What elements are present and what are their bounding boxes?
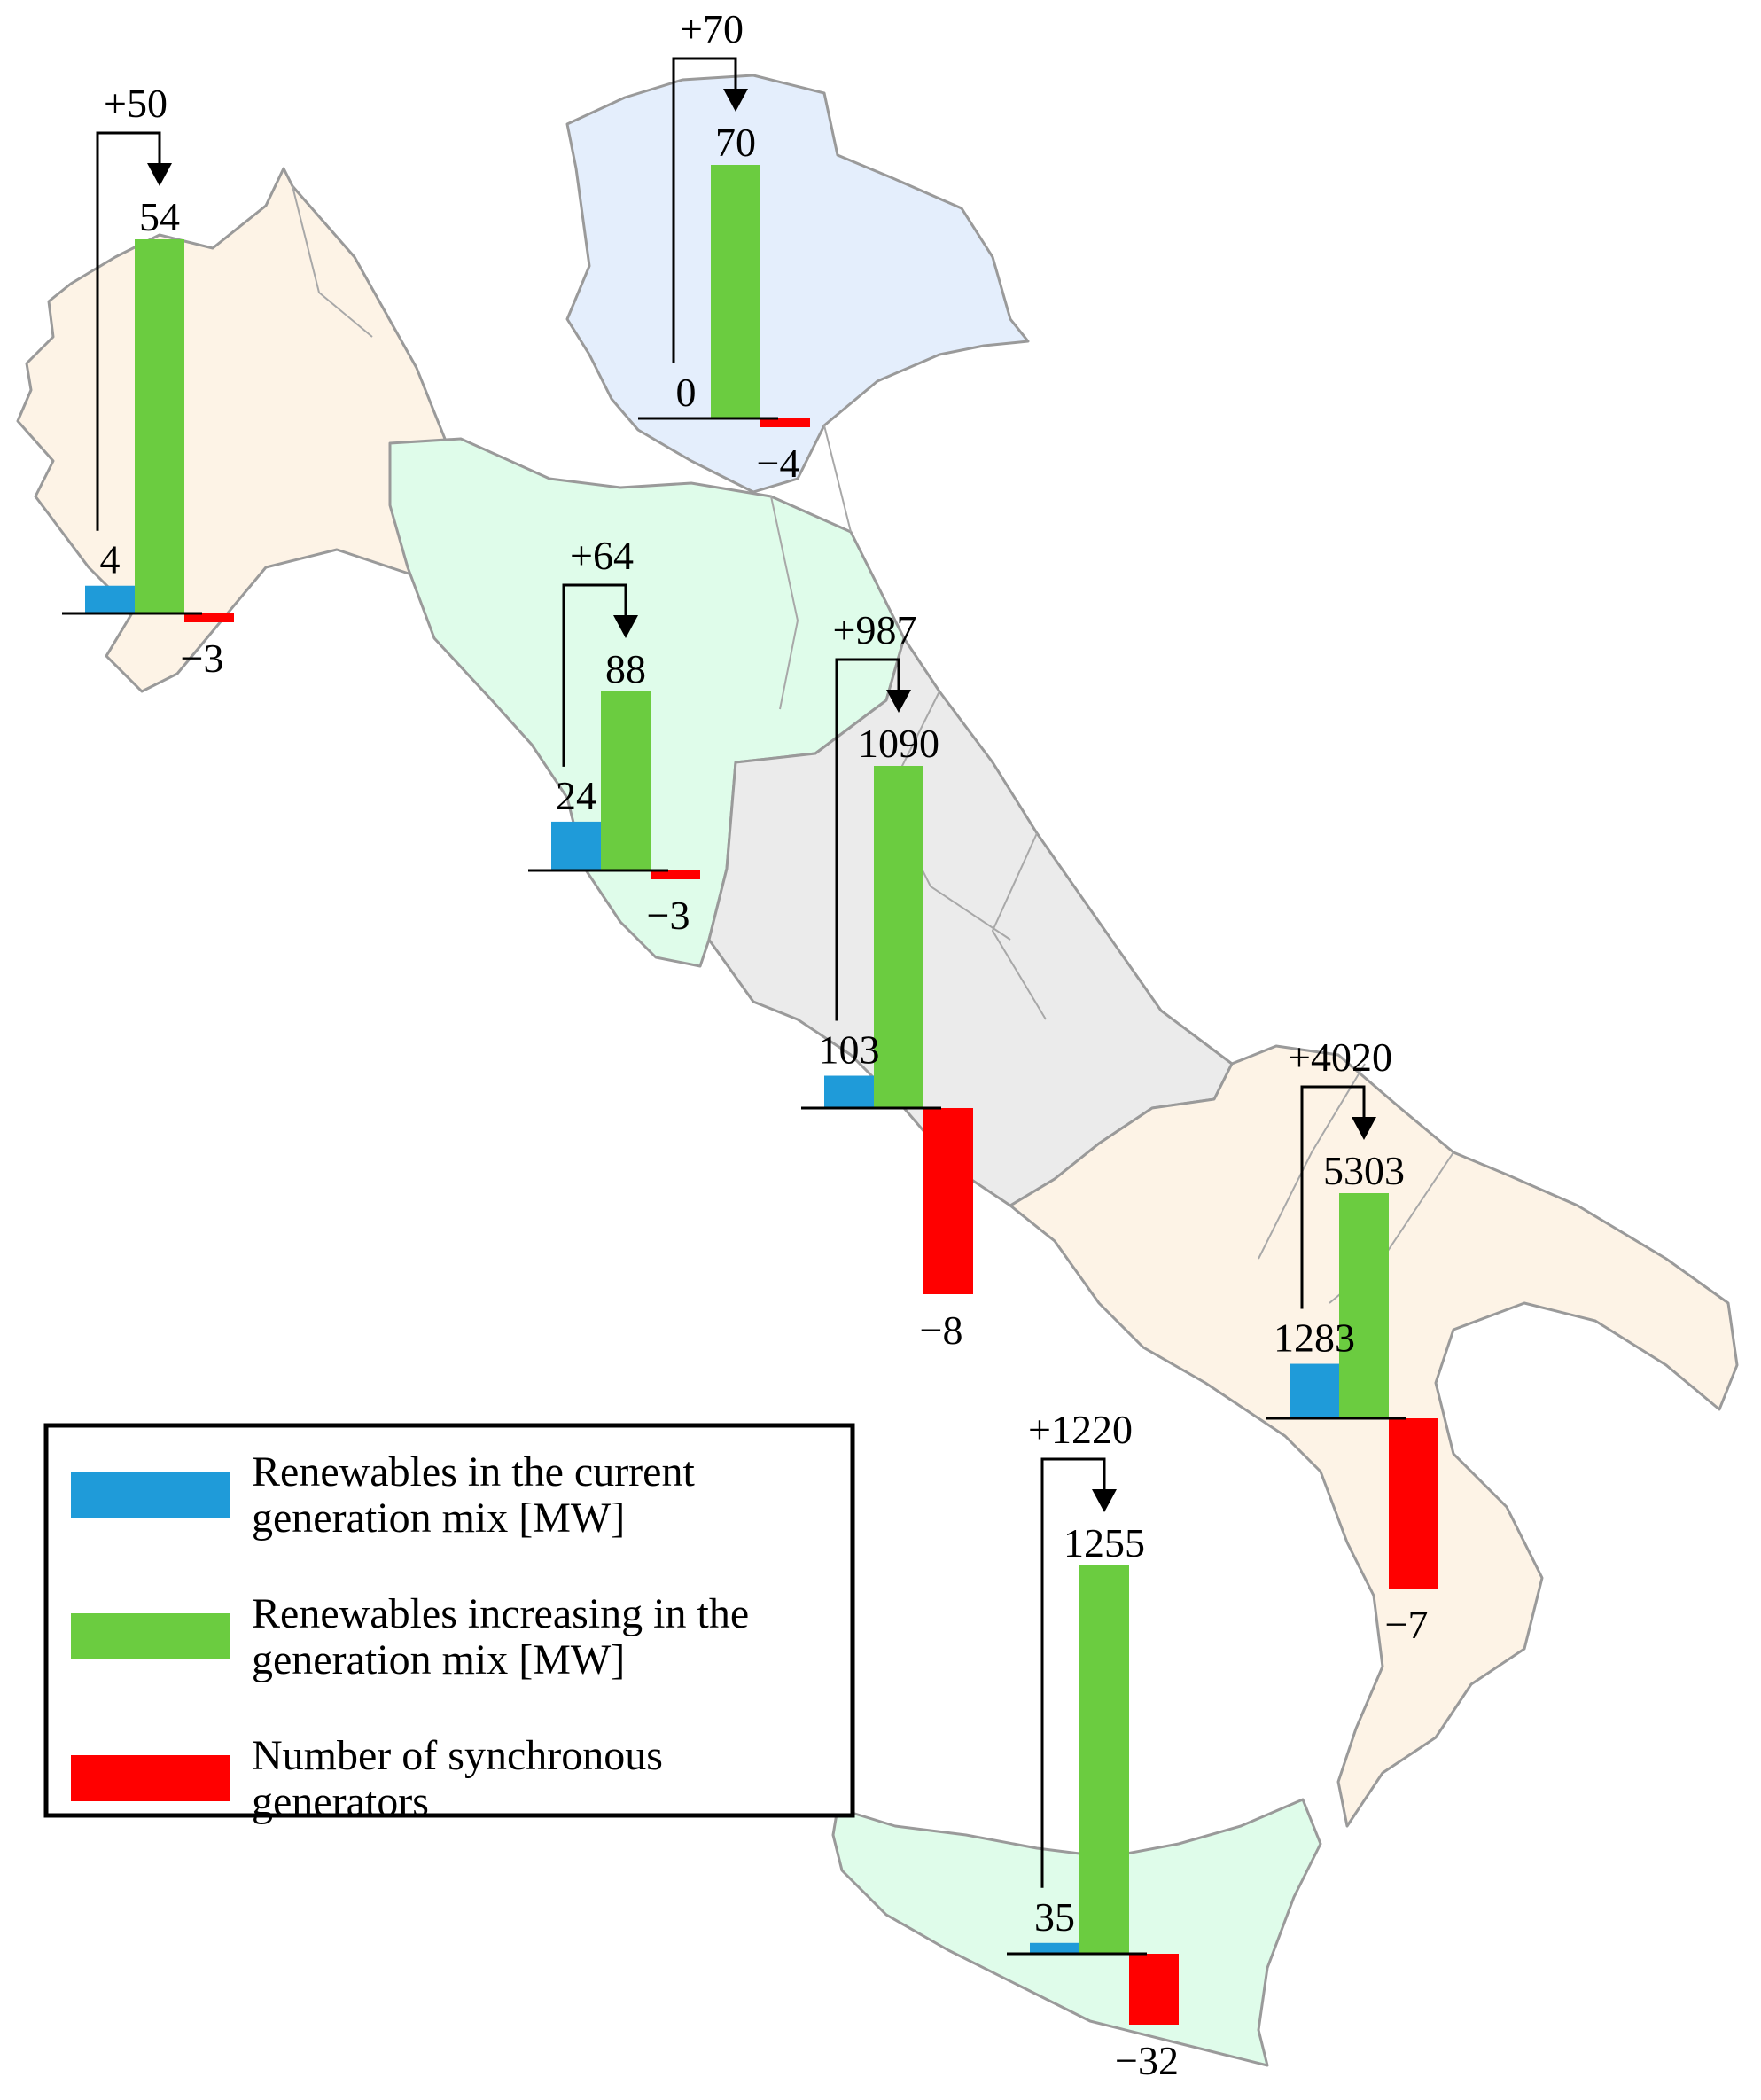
- label-sync-north-east: −4: [757, 441, 800, 486]
- delta-bracket-north-east: [672, 57, 737, 363]
- map-border-1: [770, 496, 799, 710]
- map-region-sicily: [831, 1798, 1322, 2067]
- map-region-north-east: [565, 74, 1030, 494]
- delta-bracket-south: [1300, 1085, 1366, 1309]
- label-increasing-south: 5303: [1323, 1148, 1405, 1193]
- label-current-north-east: 0: [676, 370, 697, 415]
- delta-arrowhead-north-west: [147, 163, 172, 186]
- bar-sync-sicily: [1129, 1954, 1179, 2025]
- bar-increasing-centre-north: [601, 691, 651, 870]
- label-delta-centre-north: +64: [570, 533, 634, 578]
- label-current-south: 1283: [1274, 1315, 1355, 1361]
- delta-bracket-centre-south: [835, 658, 900, 1021]
- bar-sync-south: [1389, 1418, 1438, 1589]
- bar-sync-north-west: [184, 613, 234, 622]
- delta-bracket-north-west: [96, 131, 161, 531]
- label-increasing-sicily: 1255: [1064, 1520, 1145, 1565]
- legend-label-sync-line2: generators: [252, 1778, 429, 1825]
- bar-current-centre-north: [551, 821, 601, 870]
- legend-swatch-sync: [71, 1755, 230, 1801]
- bar-group-sicily: 35 1255 −32 +1220: [1007, 1407, 1179, 2083]
- label-current-sicily: 35: [1034, 1894, 1075, 1940]
- bar-current-sicily: [1030, 1942, 1079, 1954]
- delta-arrowhead-south: [1352, 1117, 1376, 1140]
- bar-increasing-north-west: [135, 239, 184, 613]
- bar-sync-centre-south: [923, 1108, 973, 1294]
- bar-group-north-west: 4 54 −3 +50: [62, 81, 234, 681]
- legend-label-increasing-line1: Renewables increasing in the: [252, 1590, 749, 1637]
- label-increasing-north-east: 70: [715, 120, 756, 165]
- map-border-3: [991, 832, 1047, 1020]
- label-sync-centre-north: −3: [647, 893, 690, 938]
- label-current-centre-north: 24: [556, 773, 596, 818]
- delta-arrowhead-north-east: [723, 89, 748, 112]
- label-sync-sicily: −32: [1115, 2038, 1179, 2083]
- label-increasing-centre-south: 1090: [858, 721, 939, 766]
- legend-label-increasing-line2: generation mix [MW]: [252, 1636, 625, 1683]
- map-border-0: [823, 425, 852, 533]
- map-border-6: [292, 185, 373, 338]
- label-delta-sicily: +1220: [1028, 1407, 1133, 1452]
- legend-label-current-line2: generation mix [MW]: [252, 1495, 625, 1542]
- delta-bracket-sicily: [1040, 1457, 1106, 1888]
- delta-arrowhead-centre-north: [613, 615, 638, 638]
- bar-groups: 4 54 −3 +50 0 70 −4 +70 24 88 −3 +64 103 1090 −8 +987 12…: [62, 6, 1438, 2083]
- bar-sync-north-east: [760, 418, 810, 427]
- map-border-4: [1258, 1063, 1366, 1260]
- delta-arrowhead-centre-south: [886, 690, 911, 713]
- label-sync-north-west: −3: [181, 636, 224, 681]
- legend-swatch-increasing: [71, 1613, 230, 1659]
- label-increasing-centre-north: 88: [605, 646, 646, 691]
- bar-current-centre-south: [824, 1075, 874, 1108]
- map-region-south: [1009, 1044, 1739, 1828]
- bar-increasing-centre-south: [874, 766, 923, 1108]
- bar-current-north-west: [85, 585, 135, 613]
- label-current-north-west: 4: [100, 537, 121, 582]
- legend-swatch-current: [71, 1472, 230, 1518]
- label-sync-south: −7: [1385, 1602, 1429, 1647]
- bar-group-centre-north: 24 88 −3 +64: [528, 533, 700, 938]
- legend-label-sync-line1: Number of synchronous: [252, 1732, 663, 1779]
- bar-increasing-north-east: [711, 165, 760, 418]
- label-delta-north-west: +50: [104, 81, 168, 126]
- delta-arrowhead-sicily: [1092, 1489, 1117, 1512]
- bar-sync-centre-north: [651, 870, 700, 879]
- label-delta-centre-south: +987: [833, 607, 917, 652]
- legend-label-current-line1: Renewables in the current: [252, 1448, 695, 1495]
- delta-bracket-centre-north: [562, 583, 627, 767]
- bar-current-south: [1290, 1363, 1339, 1418]
- label-delta-north-east: +70: [680, 6, 744, 51]
- bar-group-centre-south: 103 1090 −8 +987: [801, 607, 973, 1353]
- label-sync-centre-south: −8: [920, 1308, 963, 1353]
- label-current-centre-south: 103: [819, 1027, 880, 1073]
- bar-group-south: 1283 5303 −7 +4020: [1266, 1034, 1438, 1647]
- label-increasing-north-west: 54: [139, 194, 180, 239]
- bar-increasing-sicily: [1079, 1565, 1129, 1954]
- label-delta-south: +4020: [1288, 1034, 1392, 1080]
- bar-increasing-south: [1339, 1193, 1389, 1418]
- bar-group-north-east: 0 70 −4 +70: [638, 6, 810, 486]
